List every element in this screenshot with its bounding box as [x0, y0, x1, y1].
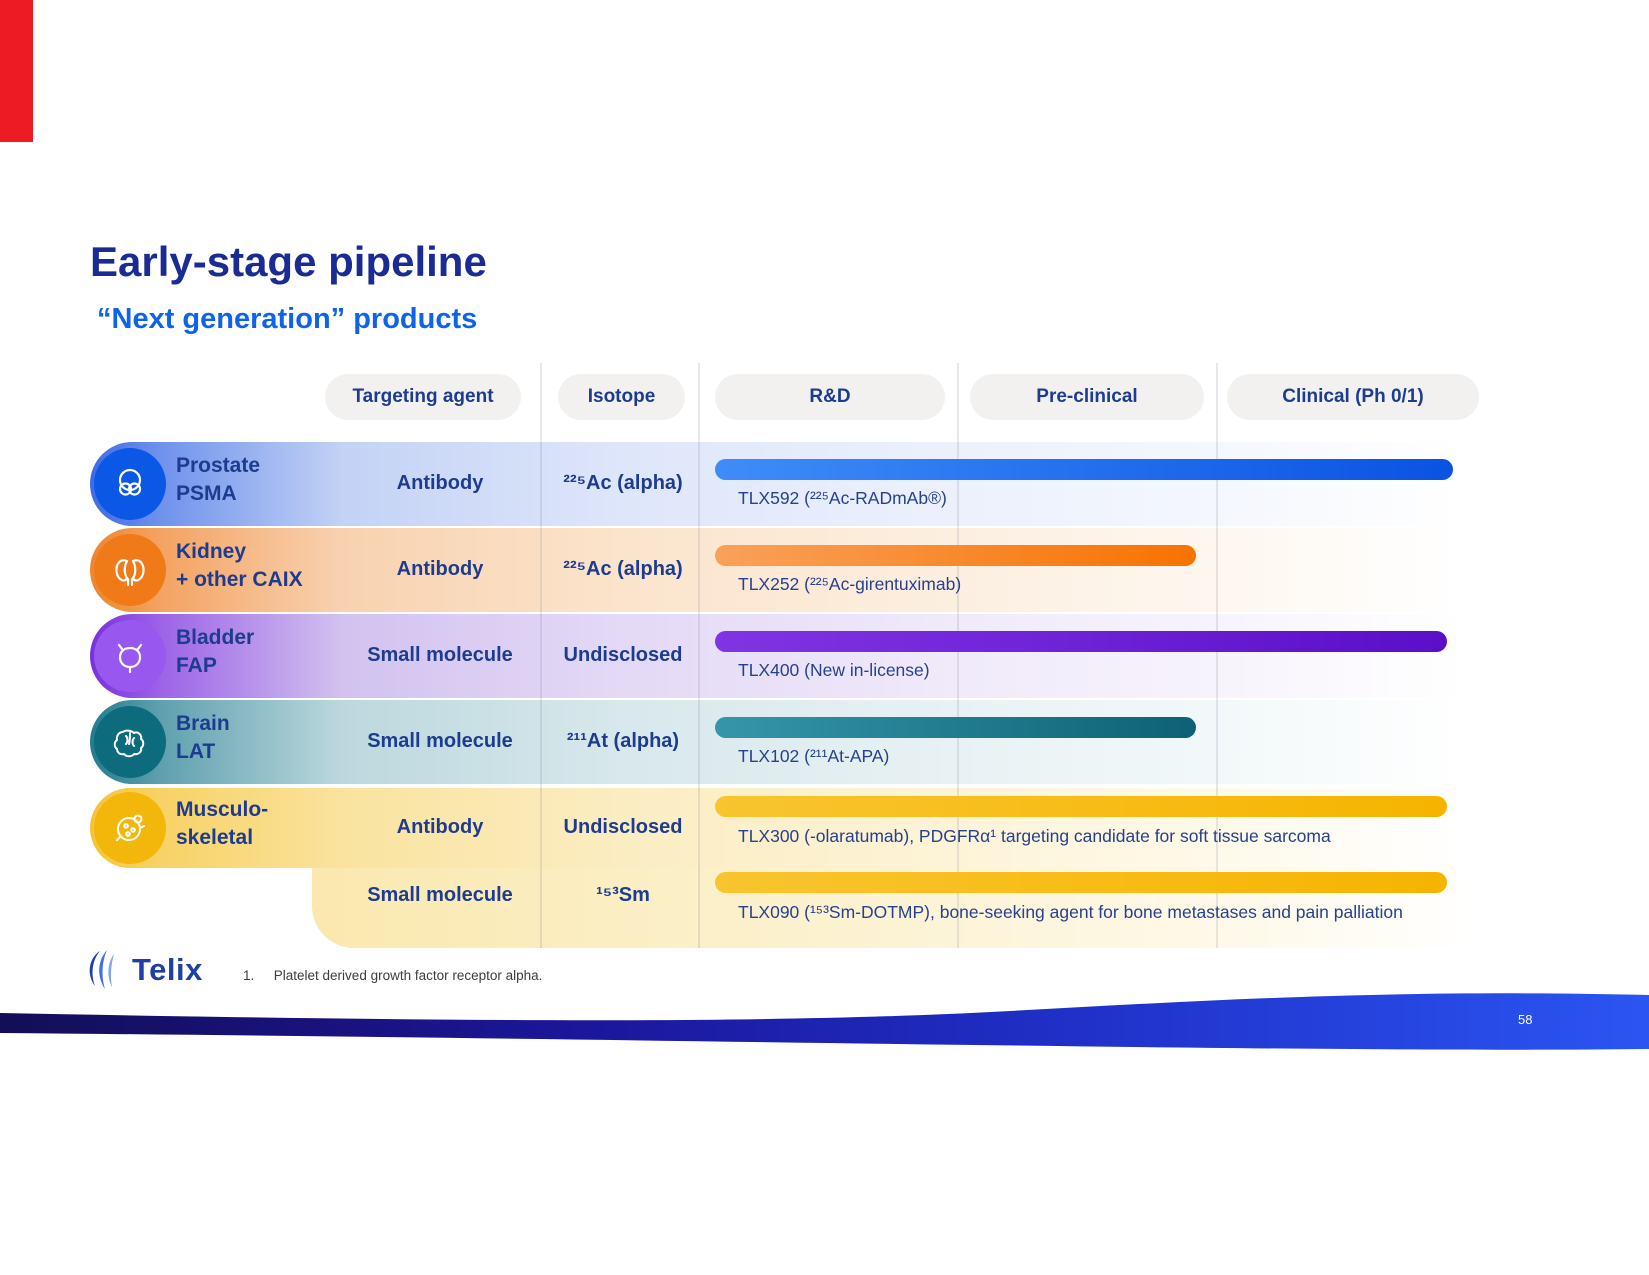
- product-label: TLX090 (¹⁵³Sm-DOTMP), bone-seeking agent…: [738, 902, 1403, 922]
- row-region-label: Brain LAT: [176, 710, 230, 766]
- row-region-label: Musculo- skeletal: [176, 796, 268, 852]
- page-number: 58: [1518, 1012, 1533, 1027]
- footnote: 1. Platelet derived growth factor recept…: [243, 968, 542, 983]
- telix-logo-text: Telix: [132, 952, 203, 987]
- bladder-icon: [94, 620, 166, 692]
- region-line2: PSMA: [176, 482, 237, 505]
- prostate-icon: [94, 448, 166, 520]
- column-divider: [957, 363, 959, 948]
- row-region-label: Bladder FAP: [176, 624, 254, 680]
- stage-bar-bladder: [715, 631, 1447, 652]
- product-label: TLX102 (²¹¹At-APA): [738, 746, 890, 766]
- region-line2: LAT: [176, 740, 216, 763]
- region-line1: Musculo-: [176, 798, 269, 821]
- product-label: TLX592 (²²⁵Ac-RADmAb®): [738, 488, 947, 508]
- row-region-label: Prostate PSMA: [176, 452, 260, 508]
- region-line1: Bladder: [176, 626, 255, 649]
- column-header-clinical: Clinical (Ph 0/1): [1227, 374, 1479, 420]
- stage-bar-prostate: [715, 459, 1453, 480]
- region-line1: Prostate: [176, 454, 261, 477]
- product-label: TLX300 (-olaratumab), PDGFRα¹ targeting …: [738, 826, 1331, 846]
- column-divider: [540, 363, 542, 948]
- targeting-agent-value: Small molecule: [367, 730, 513, 752]
- targeting-agent-value: Antibody: [396, 558, 484, 580]
- targeting-agent-value: Antibody: [396, 816, 484, 838]
- isotope-value: Undisclosed: [563, 644, 683, 666]
- column-header-preclinical: Pre-clinical: [970, 374, 1204, 420]
- region-line2: FAP: [176, 654, 217, 677]
- row-brain-lat: [90, 700, 1492, 784]
- footnote-text: Platelet derived growth factor receptor …: [273, 968, 543, 983]
- column-header-isotope: Isotope: [558, 374, 685, 420]
- targeting-agent-value: Antibody: [396, 472, 484, 494]
- kidney-icon: [94, 534, 166, 606]
- telix-logo: Telix: [84, 948, 203, 992]
- telix-logo-icon: [89, 950, 114, 989]
- page-subtitle: “Next generation” products: [97, 303, 478, 335]
- isotope-value: Undisclosed: [563, 816, 683, 838]
- column-header-rd: R&D: [715, 374, 945, 420]
- isotope-value: ²²⁵Ac (alpha): [563, 558, 683, 580]
- isotope-value: ¹⁵³Sm: [596, 884, 650, 906]
- product-label: TLX400 (New in-license): [738, 660, 930, 680]
- region-line2: + other CAIX: [176, 568, 303, 591]
- stage-bar-kidney: [715, 545, 1196, 566]
- row-prostate-psma: [90, 442, 1492, 526]
- stage-bar-musculoskeletal-antibody: [715, 796, 1447, 817]
- brain-icon: [94, 706, 166, 778]
- column-header-targeting-agent: Targeting agent: [325, 374, 521, 420]
- row-kidney-caix: [90, 528, 1492, 612]
- cell-icon: [94, 792, 166, 864]
- targeting-agent-value: Small molecule: [367, 644, 513, 666]
- bottom-wave: [0, 993, 1649, 1050]
- isotope-value: ²¹¹At (alpha): [566, 730, 680, 752]
- page-title: Early-stage pipeline: [90, 238, 487, 285]
- isotope-value: ²²⁵Ac (alpha): [563, 472, 683, 494]
- column-divider: [1216, 363, 1218, 948]
- red-accent-strip: [0, 0, 33, 142]
- footnote-number: 1.: [243, 968, 255, 983]
- stage-bar-brain: [715, 717, 1196, 738]
- region-line1: Kidney: [176, 540, 247, 563]
- targeting-agent-value: Small molecule: [367, 884, 513, 906]
- stage-bar-musculoskeletal-small-molecule: [715, 872, 1447, 893]
- product-label: TLX252 (²²⁵Ac-girentuximab): [738, 574, 962, 594]
- column-divider: [698, 363, 700, 948]
- region-line2: skeletal: [176, 826, 254, 849]
- row-bladder-fap: [90, 614, 1492, 698]
- region-line1: Brain: [176, 712, 230, 735]
- row-region-label: Kidney + other CAIX: [176, 538, 303, 594]
